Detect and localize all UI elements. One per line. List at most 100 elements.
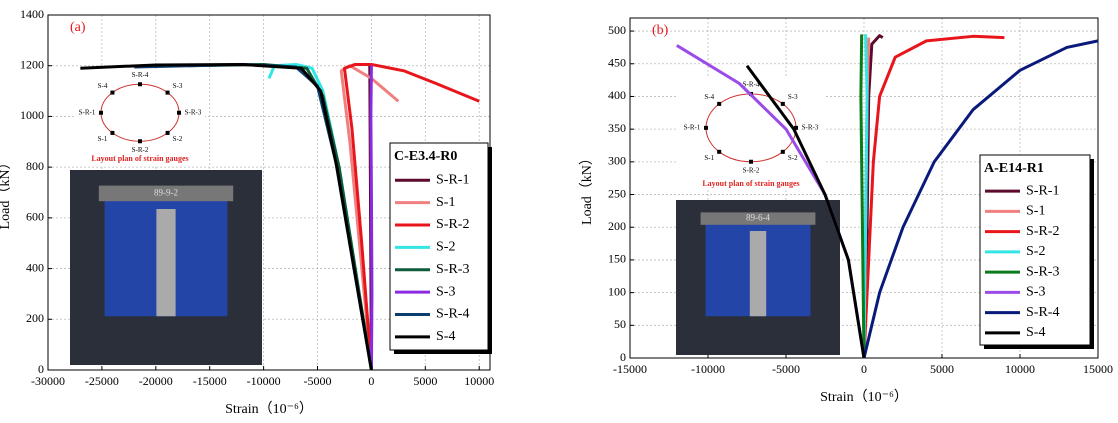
legend-label: S-3 [436,284,455,299]
photo-column [156,209,176,317]
x-tick-label: -15000 [193,374,227,388]
gauge [780,149,785,154]
x-tick-label: -30000 [31,374,65,388]
series-line [862,39,1099,359]
legend-title: A-E14-R1 [984,161,1044,176]
x-tick-label: 0 [368,374,374,388]
y-tick-label: 100 [608,284,626,298]
gauge [780,101,785,106]
inset-caption: Layout plan of strain gauges [702,179,799,188]
gauge-label: S-3 [173,82,183,90]
gauge-label: S-1 [98,135,108,143]
gauge [165,90,170,95]
y-tick-label: 1400 [20,7,44,21]
gauge-label: S-R-4 [132,71,149,79]
legend-label: S-1 [1026,204,1045,219]
series-line [862,34,1005,359]
x-axis-label: Strain（10⁻⁶） [225,401,313,417]
legend-label: S-R-3 [436,262,469,277]
legend-label: S-R-1 [1026,183,1059,198]
series-line [80,62,373,371]
x-axis-label: Strain（10⁻⁶） [820,389,908,405]
y-tick-label: 1000 [20,108,44,122]
gauge-label: S-R-2 [743,166,760,174]
gauge [717,149,722,154]
photo-beam [98,185,234,202]
gauge-label: S-4 [98,82,108,90]
y-tick-label: 450 [608,56,626,70]
x-tick-label: 5000 [413,374,437,388]
legend-label: S-R-1 [436,172,469,187]
legend-label: S-4 [436,329,455,344]
y-tick-label: 500 [608,23,626,37]
inset-caption: Layout plan of strain gauges [91,154,188,163]
y-tick-label: 250 [608,186,626,200]
gauge-label: S-R-4 [743,81,760,89]
x-tick-label: -5000 [772,362,800,376]
gauge-label: S-3 [788,93,798,101]
gauge [794,125,798,130]
series-line [369,65,374,371]
gauge [165,130,170,135]
gauge-label: S-R-2 [132,146,149,154]
legend-label: S-1 [436,195,455,210]
series-line [342,62,480,371]
y-tick-label: 300 [608,154,626,168]
legend-label: S-R-2 [1026,224,1059,239]
legend-label: S-R-2 [436,217,469,232]
gauge [177,110,181,115]
panel-label: (b) [652,23,669,38]
legend-label: S-4 [1026,325,1045,340]
y-tick-label: 800 [26,159,44,173]
gauge [99,110,103,115]
y-tick-label: 400 [26,260,44,274]
y-tick-label: 400 [608,88,626,102]
y-axis-label: Load（kN） [579,151,595,225]
series-line [862,34,869,359]
gauge-label: S-4 [704,93,714,101]
panel-label: (a) [70,20,86,35]
y-tick-label: 0 [38,362,44,376]
y-tick-label: 200 [26,311,44,325]
y-axis-label: Load（kN） [0,156,13,230]
y-tick-label: 50 [614,317,626,331]
gauge [110,130,115,135]
gauge-label: S-R-3 [185,108,202,116]
legend-label: S-R-4 [1026,305,1059,320]
gauge-label: S-R-3 [802,123,819,131]
gauge [717,101,722,106]
gauge-label: S-R-1 [79,108,96,116]
x-tick-label: 0 [861,362,867,376]
legend-title: C-E3.4-R0 [394,149,457,164]
x-tick-label: 10000 [464,374,494,388]
x-tick-label: -15000 [613,362,647,376]
y-tick-label: 600 [26,210,44,224]
gauge [749,159,753,164]
photo-label: 89-9-2 [154,187,178,197]
legend-label: S-2 [1026,244,1045,259]
y-tick-label: 0 [620,350,626,364]
gauge [110,90,115,95]
x-tick-label: -20000 [139,374,173,388]
gauge-label: S-R-1 [684,123,701,131]
legend-label: S-R-4 [436,307,469,322]
photo-column [749,231,767,317]
x-tick-label: -10000 [691,362,725,376]
x-tick-label: 5000 [930,362,954,376]
x-tick-label: 15000 [1083,362,1113,376]
legend-label: S-3 [1026,285,1045,300]
photo-label: 89-6-4 [746,213,770,223]
gauge [704,125,708,130]
gauge [138,139,142,144]
y-tick-label: 350 [608,121,626,135]
gauge-label: S-2 [788,154,798,162]
gauge-label: S-2 [173,135,183,143]
gauge-label: S-1 [704,154,714,162]
y-tick-label: 150 [608,252,626,266]
gauge [138,82,142,87]
x-tick-label: 10000 [1005,362,1035,376]
series-line [745,64,866,359]
y-tick-label: 200 [608,219,626,233]
x-tick-label: -5000 [304,374,332,388]
